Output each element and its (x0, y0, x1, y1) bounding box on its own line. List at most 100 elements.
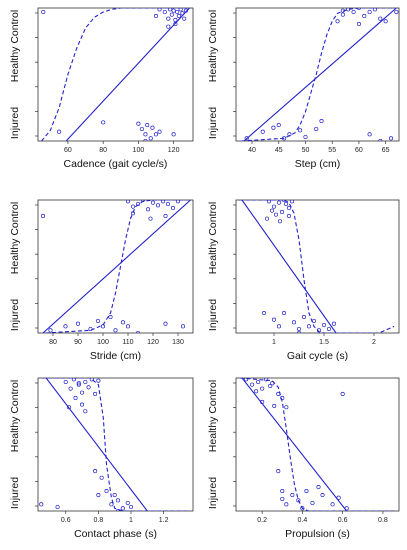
data-point (71, 378, 76, 382)
data-point (148, 216, 153, 221)
y-label-injured: Injured (207, 299, 219, 331)
data-point (101, 120, 106, 125)
linear-fit-line (243, 8, 397, 141)
data-point (143, 132, 148, 137)
data-point (165, 201, 171, 207)
data-point (96, 378, 101, 383)
data-point (73, 395, 78, 401)
data-point (306, 324, 312, 329)
data-point (120, 320, 126, 325)
data-point (88, 326, 93, 332)
data-point (169, 12, 174, 17)
data-point (157, 129, 162, 134)
data-point (153, 13, 159, 19)
data-point (340, 391, 345, 397)
data-point (372, 8, 378, 12)
linear-fit-line (241, 378, 348, 511)
data-point (301, 314, 307, 320)
y-label-healthy-control: Healthy Control (9, 10, 21, 82)
data-point (319, 119, 324, 124)
data-point (291, 320, 297, 325)
data-point (135, 330, 141, 333)
data-point (321, 322, 327, 328)
data-point (320, 492, 325, 498)
data-point (166, 16, 171, 21)
data-point (150, 200, 156, 205)
data-point (130, 204, 136, 209)
x-tick-label: 130 (172, 339, 184, 346)
data-point (41, 9, 46, 15)
data-point (109, 502, 114, 507)
data-point (178, 8, 183, 12)
data-point (283, 201, 289, 207)
data-point (296, 330, 302, 333)
data-point (260, 386, 265, 391)
data-point (75, 321, 81, 326)
data-point (86, 385, 91, 390)
data-point (95, 318, 101, 324)
data-point (76, 382, 81, 387)
data-point (271, 125, 276, 130)
data-point (183, 8, 189, 13)
y-label-healthy-control: Healthy Control (9, 380, 21, 452)
y-label-injured: Injured (9, 477, 21, 509)
data-point (280, 496, 285, 502)
y-label-healthy-control: Healthy Control (207, 202, 219, 274)
y-label-healthy-control: Healthy Control (207, 380, 219, 452)
data-point (83, 379, 88, 385)
data-point (276, 391, 281, 397)
chart-panel-3: 80 90 100 110 120 130 Stride (cm) Healthy Contr… (9, 199, 194, 362)
y-label-injured: Injured (207, 107, 219, 139)
data-point (68, 386, 73, 391)
linear-fit-line (241, 200, 337, 333)
data-point (63, 379, 68, 385)
data-point (176, 13, 181, 19)
data-point (394, 9, 399, 15)
data-point (296, 326, 302, 332)
plot-area (41, 8, 192, 141)
x-tick-label: 90 (74, 339, 82, 346)
x-tick-label: 1.5 (319, 339, 329, 346)
data-point (281, 310, 287, 316)
data-point (171, 8, 176, 13)
data-point (163, 321, 168, 326)
data-point (166, 24, 171, 29)
linear-fit-line (65, 8, 190, 141)
data-point (80, 390, 85, 395)
x-tick-label: 0.8 (378, 517, 388, 524)
x-tick-label: 120 (147, 339, 159, 346)
x-axis-label: Contact phase (s) (74, 528, 157, 540)
data-point (89, 378, 94, 382)
data-point (300, 506, 305, 511)
data-point (340, 8, 345, 13)
data-point (271, 204, 277, 209)
x-tick-label: 2 (372, 339, 376, 346)
chart-panel-6: 0.2 0.4 0.6 0.8 Propulsion (s) Healthy Contro… (207, 377, 400, 540)
plot-frame (235, 7, 400, 142)
data-point (160, 200, 166, 204)
plot-frame (37, 199, 194, 334)
data-point (130, 211, 136, 216)
data-point (168, 8, 173, 12)
logistic-fit-curve (45, 200, 188, 333)
data-point (150, 125, 155, 130)
x-axis-label: Stride (cm) (90, 350, 141, 362)
data-point (362, 13, 367, 19)
data-point (115, 508, 120, 511)
data-point (83, 409, 88, 414)
data-point (351, 9, 356, 15)
x-axis-label: Gait cycle (s) (287, 350, 348, 362)
x-tick-label: 50 (302, 147, 310, 154)
data-point (48, 328, 53, 333)
chart-panel-4: 1 1.5 2 Gait cycle (s) Healthy Control Injure… (207, 199, 400, 362)
data-point (173, 21, 178, 27)
data-point (356, 21, 361, 27)
linear-fit-line (42, 200, 191, 333)
data-point (244, 378, 249, 382)
x-tick-label: 65 (382, 147, 390, 154)
data-point (270, 381, 275, 386)
x-tick-label: 100 (133, 147, 145, 154)
data-point (260, 399, 265, 404)
